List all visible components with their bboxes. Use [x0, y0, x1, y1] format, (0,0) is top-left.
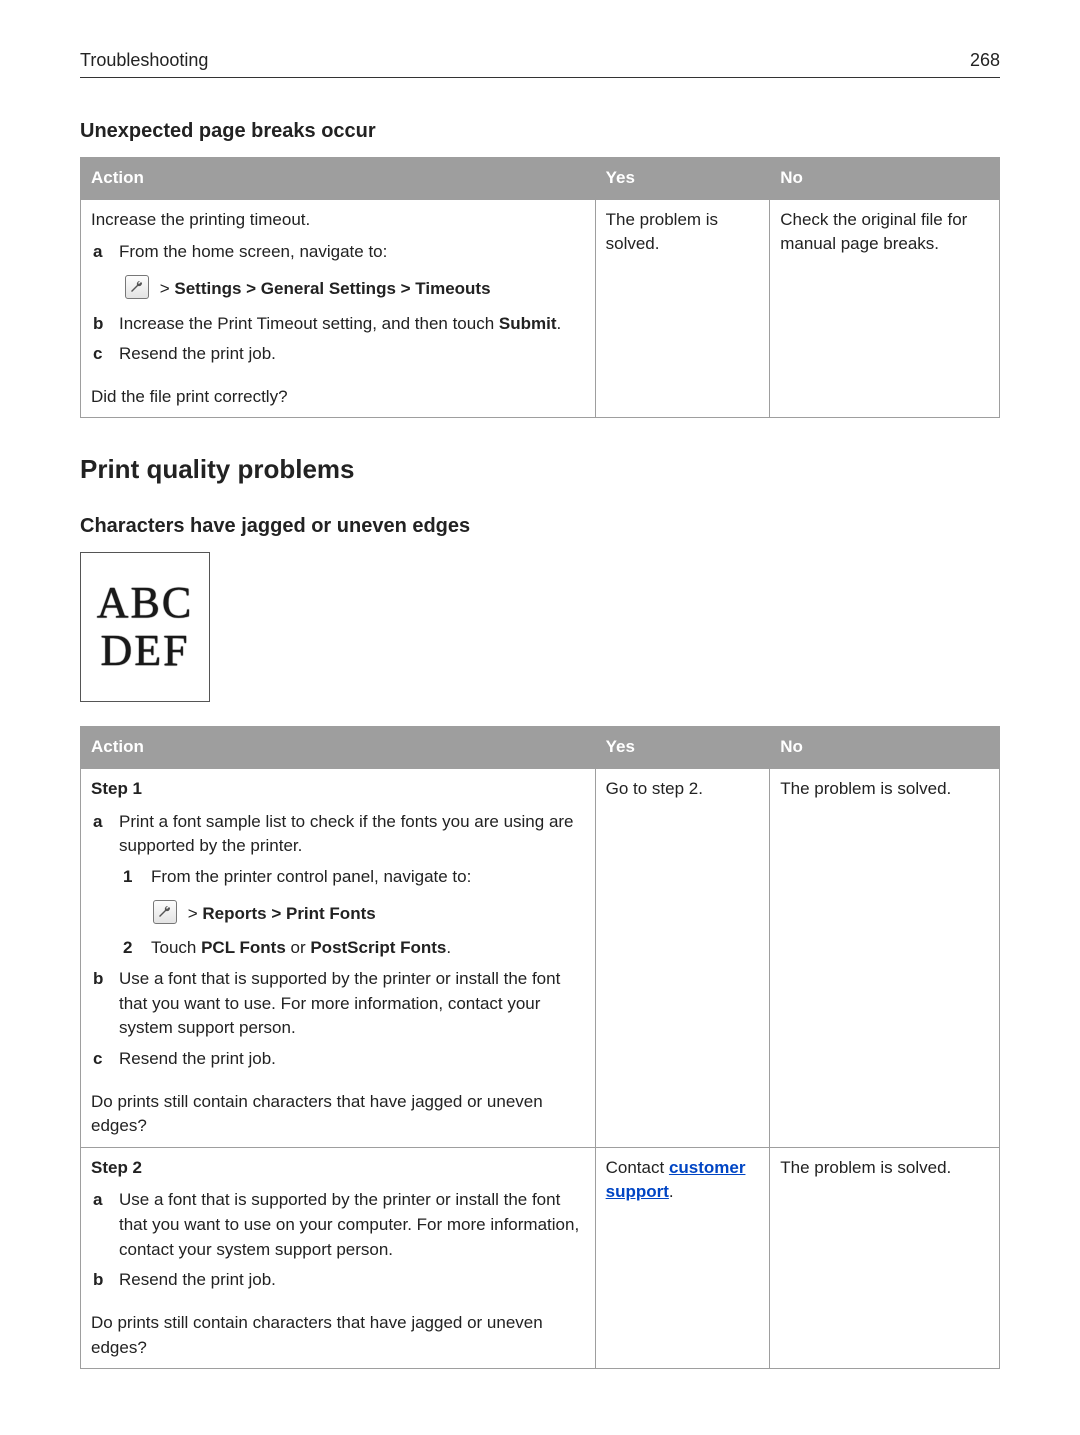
list-item: 2 Touch PCL Fonts or PostScript Fonts.	[147, 936, 585, 961]
cell-yes: Go to step 2.	[595, 769, 770, 1148]
heading-subsection: Unexpected page breaks occur	[80, 120, 1000, 143]
cell-action: Increase the printing timeout. a From th…	[81, 199, 596, 418]
cell-no: Check the original file for manual page …	[770, 199, 1000, 418]
list-marker: 2	[123, 936, 132, 961]
section-print-quality: Print quality problems Characters have j…	[80, 454, 1000, 1369]
page-header: Troubleshooting 268	[80, 50, 1000, 78]
th-action: Action	[81, 158, 596, 200]
document-page: Troubleshooting 268 Unexpected page brea…	[0, 0, 1080, 1435]
troubleshooting-table-2: Action Yes No Step 1 a Print a font samp…	[80, 726, 1000, 1369]
list-marker: 1	[123, 865, 132, 890]
yes-post: .	[669, 1182, 674, 1201]
list-item: b Resend the print job.	[115, 1268, 585, 1293]
step1-a2-mid: or	[286, 938, 311, 957]
list-item: a Use a font that is supported by the pr…	[115, 1188, 585, 1262]
page-number: 268	[970, 50, 1000, 71]
cell-yes: The problem is solved.	[595, 199, 770, 418]
list-item: b Increase the Print Timeout setting, an…	[115, 312, 585, 337]
sample-jagged-text: ABC DEF	[80, 552, 210, 702]
cell-yes: Contact customer support.	[595, 1147, 770, 1368]
step-a-text: From the home screen, navigate to:	[119, 242, 387, 261]
list-marker: a	[93, 810, 102, 835]
step1-b: Use a font that is supported by the prin…	[119, 969, 560, 1037]
step-b-bold: Submit	[499, 314, 557, 333]
action-intro: Increase the printing timeout.	[91, 210, 310, 229]
list-marker: c	[93, 1047, 102, 1072]
th-no: No	[770, 727, 1000, 769]
list-item: c Resend the print job.	[115, 1047, 585, 1072]
list-marker: b	[93, 1268, 103, 1293]
yes-pre: Contact	[606, 1158, 669, 1177]
th-no: No	[770, 158, 1000, 200]
question-text: Do prints still contain characters that …	[91, 1090, 585, 1139]
step1-c: Resend the print job.	[119, 1049, 276, 1068]
step-b-post: .	[557, 314, 562, 333]
step1-a2-pre: Touch	[151, 938, 201, 957]
cell-no: The problem is solved.	[770, 1147, 1000, 1368]
numbered-list: 1 From the printer control panel, naviga…	[119, 865, 585, 961]
cell-action: Step 1 a Print a font sample list to che…	[81, 769, 596, 1148]
troubleshooting-table-1: Action Yes No Increase the printing time…	[80, 157, 1000, 418]
step1-a: Print a font sample list to check if the…	[119, 812, 574, 856]
section-unexpected-page-breaks: Unexpected page breaks occur Action Yes …	[80, 120, 1000, 418]
wrench-icon	[125, 275, 149, 299]
cell-action: Step 2 a Use a font that is supported by…	[81, 1147, 596, 1368]
lettered-list: a Use a font that is supported by the pr…	[91, 1188, 585, 1293]
step2-b: Resend the print job.	[119, 1270, 276, 1289]
heading-main: Print quality problems	[80, 454, 1000, 485]
cell-no: The problem is solved.	[770, 769, 1000, 1148]
table-row: Increase the printing timeout. a From th…	[81, 199, 1000, 418]
list-marker: c	[93, 342, 102, 367]
nav-bold: Settings > General Settings > Timeouts	[174, 279, 490, 298]
step1-a2-b2: PostScript Fonts	[310, 938, 446, 957]
sample-line-2: DEF	[100, 627, 189, 675]
nav-path: > Reports > Print Fonts	[153, 900, 585, 927]
step-c-text: Resend the print job.	[119, 344, 276, 363]
question-text: Do prints still contain characters that …	[91, 1311, 585, 1360]
list-item: a Print a font sample list to check if t…	[115, 810, 585, 961]
step-title: Step 1	[91, 777, 585, 802]
th-yes: Yes	[595, 158, 770, 200]
list-marker: b	[93, 967, 103, 992]
list-item: c Resend the print job.	[115, 342, 585, 367]
lettered-list: a From the home screen, navigate to: > S…	[91, 240, 585, 367]
step1-a2-post: .	[446, 938, 451, 957]
sample-line-1: ABC	[97, 579, 193, 627]
step2-a: Use a font that is supported by the prin…	[119, 1190, 579, 1258]
list-item: b Use a font that is supported by the pr…	[115, 967, 585, 1041]
table-row: Step 1 a Print a font sample list to che…	[81, 769, 1000, 1148]
section-name: Troubleshooting	[80, 50, 208, 71]
nav-path: > Settings > General Settings > Timeouts	[125, 275, 585, 302]
lettered-list: a Print a font sample list to check if t…	[91, 810, 585, 1072]
heading-subsection: Characters have jagged or uneven edges	[80, 515, 1000, 538]
step1-a-1: From the printer control panel, navigate…	[151, 867, 471, 886]
th-yes: Yes	[595, 727, 770, 769]
nav-prefix: >	[183, 904, 202, 923]
list-marker: b	[93, 312, 103, 337]
list-marker: a	[93, 240, 102, 265]
nav-prefix: >	[155, 279, 174, 298]
table-row: Step 2 a Use a font that is supported by…	[81, 1147, 1000, 1368]
step1-a2-b1: PCL Fonts	[201, 938, 286, 957]
th-action: Action	[81, 727, 596, 769]
step-title: Step 2	[91, 1156, 585, 1181]
wrench-icon	[153, 900, 177, 924]
list-item: a From the home screen, navigate to: > S…	[115, 240, 585, 301]
step-b-pre: Increase the Print Timeout setting, and …	[119, 314, 499, 333]
list-item: 1 From the printer control panel, naviga…	[147, 865, 585, 926]
nav-bold: Reports > Print Fonts	[202, 904, 375, 923]
question-text: Did the file print correctly?	[91, 385, 585, 410]
list-marker: a	[93, 1188, 102, 1213]
